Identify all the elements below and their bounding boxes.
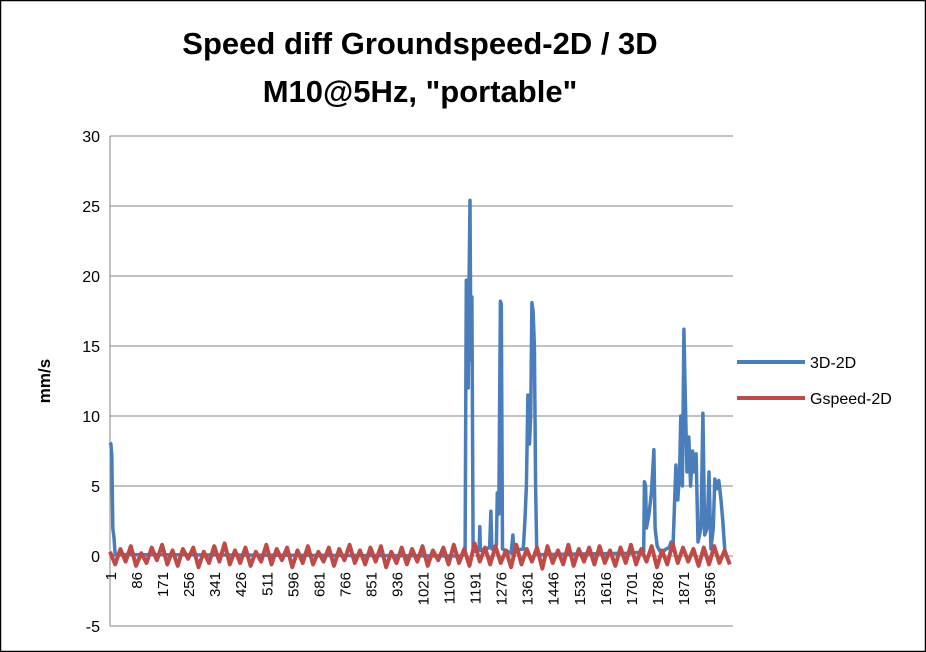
x-tick-label: 1786 [650,572,667,605]
legend-label: Gspeed-2D [810,391,892,408]
chart-title-line-1: Speed diff Groundspeed-2D / 3D [182,26,657,61]
y-tick-label: 15 [82,339,100,356]
x-tick-label: 936 [389,572,406,597]
x-tick-label: 1 [103,572,120,580]
y-tick-label: 20 [82,269,100,286]
y-tick-label: 5 [91,479,100,496]
x-tick-label: 766 [337,572,354,597]
x-tick-label: 596 [285,572,302,597]
x-tick-label: 1106 [442,572,459,604]
x-tick-label: 1361 [520,572,537,605]
x-tick-label: 851 [363,572,380,597]
x-tick-label: 86 [129,572,146,589]
y-tick-label: 0 [91,549,100,566]
x-tick-label: 426 [233,572,250,597]
legend-label: 3D-2D [810,355,856,372]
x-tick-label: 681 [311,572,328,597]
y-tick-label: 25 [82,199,100,216]
x-tick-label: 256 [181,572,198,597]
x-tick-label: 1276 [494,572,511,605]
x-tick-label: 341 [207,572,224,597]
x-tick-label: 1956 [702,572,719,605]
y-tick-label: 30 [82,129,100,146]
x-tick-label: 171 [155,572,172,597]
x-tick-label: 1021 [416,572,433,605]
y-tick-label: 10 [82,409,100,426]
series-line-gspeed-2d [108,541,732,571]
y-axis-label: mm/s [35,359,54,403]
x-tick-label: 1446 [546,572,563,605]
x-tick-label: 1191 [468,572,485,604]
y-tick-label: -5 [86,619,100,636]
x-tick-label: 1701 [624,572,641,605]
x-tick-label: 1616 [598,572,615,605]
chart-title-line-2: M10@5Hz, "portable" [263,74,578,109]
series-line-3d-2d [108,198,727,558]
x-tick-label: 1531 [572,572,589,605]
x-tick-label: 511 [259,572,276,596]
x-tick-label: 1871 [676,572,693,605]
